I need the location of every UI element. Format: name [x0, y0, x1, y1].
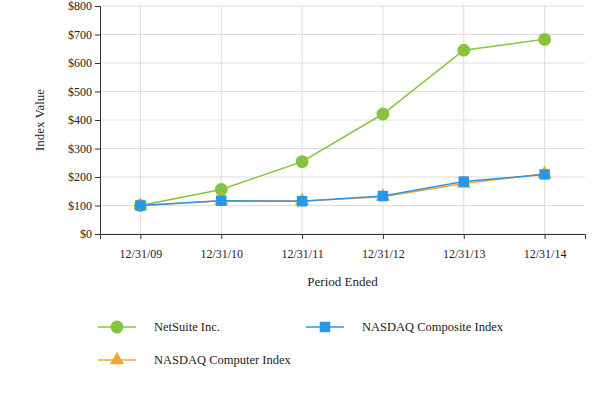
- y-tick: $700: [68, 28, 100, 42]
- legend-marker: [320, 322, 330, 332]
- tick-mark: [95, 177, 100, 178]
- marker: [538, 33, 551, 46]
- marker: [296, 155, 309, 168]
- legend: NetSuite Inc. NASDAQ Composite Index NASDA…: [98, 320, 504, 367]
- legend-label: NetSuite Inc.: [154, 320, 220, 334]
- axis-line: [95, 7, 101, 235]
- series: [135, 169, 550, 211]
- y-tick: $600: [68, 56, 100, 70]
- marker: [216, 195, 226, 205]
- tick-mark: [95, 149, 100, 150]
- tick-mark: [95, 234, 100, 235]
- y-tick: $200: [68, 170, 100, 184]
- x-tick: 12/31/13: [443, 234, 486, 261]
- legend-item: NASDAQ Computer Index: [98, 352, 292, 367]
- x-tick: 12/31/14: [524, 234, 567, 261]
- grid-line: [100, 63, 585, 64]
- chart: $0 $100 $200 $300 $400 $500 $600 $700 $800 12/31/…: [0, 0, 613, 397]
- y-tick: $300: [68, 142, 100, 156]
- series: [134, 33, 551, 212]
- y-tick: $100: [68, 199, 100, 213]
- tick-label: $0: [80, 227, 92, 241]
- marker: [457, 44, 470, 57]
- tick-mark: [95, 6, 100, 7]
- tick-mark: [302, 234, 303, 239]
- tick-mark: [221, 234, 222, 239]
- tick-mark: [545, 234, 546, 239]
- tick-label: $500: [68, 85, 92, 99]
- y-axis: $0 $100 $200 $300 $400 $500 $600 $700 $800: [68, 0, 101, 241]
- grid-line: [100, 148, 585, 149]
- axis-line: [101, 235, 586, 240]
- x-tick: 12/31/12: [362, 234, 405, 261]
- tick-label: $800: [68, 0, 92, 13]
- x-tick: 12/31/11: [281, 234, 323, 261]
- series-line: [140, 174, 544, 205]
- marker: [135, 200, 145, 210]
- grid-line: [100, 205, 585, 206]
- legend-item: NASDAQ Composite Index: [306, 320, 504, 334]
- grid-line: [463, 6, 464, 234]
- legend-item: NetSuite Inc.: [98, 320, 220, 334]
- x-axis: 12/31/09 12/31/10 12/31/11 12/31/12 12/31/13…: [101, 234, 586, 261]
- marker: [376, 108, 389, 121]
- tick-label: $200: [68, 170, 92, 184]
- tick-label: $700: [68, 28, 92, 42]
- tick-mark: [140, 234, 141, 239]
- marker: [297, 196, 307, 206]
- marker: [378, 191, 388, 201]
- legend-marker: [110, 352, 124, 364]
- tick-label: $600: [68, 56, 92, 70]
- y-tick: $400: [68, 113, 100, 127]
- y-tick: $0: [80, 227, 100, 241]
- tick-label: 12/31/14: [524, 247, 567, 261]
- x-tick: 12/31/10: [200, 234, 243, 261]
- series-line: [140, 39, 544, 205]
- y-axis-title: Index Value: [32, 89, 47, 151]
- series: [133, 166, 552, 210]
- grid-line: [100, 91, 585, 92]
- tick-label: 12/31/12: [362, 247, 405, 261]
- tick-mark: [95, 63, 100, 64]
- series-line: [140, 174, 544, 206]
- legend-label: NASDAQ Composite Index: [362, 320, 504, 334]
- tick-mark: [95, 35, 100, 36]
- grid-line: [100, 6, 585, 7]
- y-tick: $800: [68, 0, 100, 13]
- grid: [100, 6, 585, 234]
- legend-marker: [111, 321, 124, 334]
- plot: $0 $100 $200 $300 $400 $500 $600 $700 $800 12/31/…: [68, 0, 586, 261]
- y-tick: $500: [68, 85, 100, 99]
- tick-label: $300: [68, 142, 92, 156]
- grid-line: [100, 34, 585, 35]
- x-tick: 12/31/09: [120, 234, 163, 261]
- tick-mark: [383, 234, 384, 239]
- tick-label: $400: [68, 113, 92, 127]
- marker: [459, 176, 469, 186]
- tick-mark: [95, 120, 100, 121]
- legend-label: NASDAQ Computer Index: [154, 353, 292, 367]
- tick-label: 12/31/13: [443, 247, 486, 261]
- marker: [376, 188, 390, 200]
- tick-mark: [95, 92, 100, 93]
- series-group: [133, 33, 552, 212]
- tick-label: 12/31/11: [281, 247, 323, 261]
- grid-line: [100, 120, 585, 121]
- x-axis-title: Period Ended: [307, 274, 378, 289]
- marker: [539, 169, 549, 179]
- tick-mark: [464, 234, 465, 239]
- tick-mark: [95, 206, 100, 207]
- tick-label: 12/31/09: [120, 247, 163, 261]
- marker: [134, 199, 147, 212]
- marker: [457, 175, 471, 187]
- tick-label: $100: [68, 199, 92, 213]
- tick-label: 12/31/10: [200, 247, 243, 261]
